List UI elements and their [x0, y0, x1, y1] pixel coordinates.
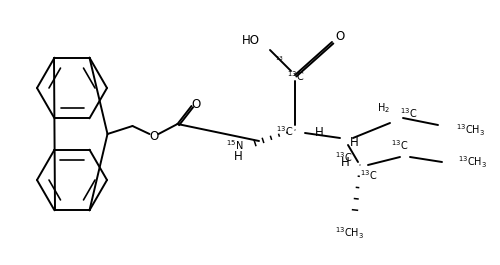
Text: H: H [341, 157, 350, 170]
Text: $^{13}$CH$_3$: $^{13}$CH$_3$ [336, 225, 364, 241]
Text: O: O [192, 98, 201, 111]
Text: $^{13}$CH$_3$: $^{13}$CH$_3$ [456, 122, 485, 138]
Text: H$_2$: H$_2$ [377, 101, 390, 115]
Text: $^{15}$N: $^{15}$N [226, 138, 243, 152]
Text: $^{13}$C: $^{13}$C [360, 168, 378, 182]
Text: $^{13}$CH$_3$: $^{13}$CH$_3$ [458, 154, 487, 170]
Text: $^{13}$C: $^{13}$C [288, 69, 304, 83]
Text: $^{13}$C: $^{13}$C [276, 124, 293, 138]
Text: HO: HO [242, 33, 260, 46]
Text: H: H [350, 135, 359, 148]
Text: $^{13}$C: $^{13}$C [392, 138, 408, 152]
Text: $^{13}$C: $^{13}$C [400, 106, 417, 120]
Text: $^{13}$C: $^{13}$C [336, 150, 352, 164]
Text: $^{13}$: $^{13}$ [276, 55, 284, 64]
Text: H: H [234, 151, 243, 164]
Text: O: O [150, 130, 159, 143]
Text: H: H [315, 126, 324, 139]
Text: O: O [336, 30, 344, 43]
